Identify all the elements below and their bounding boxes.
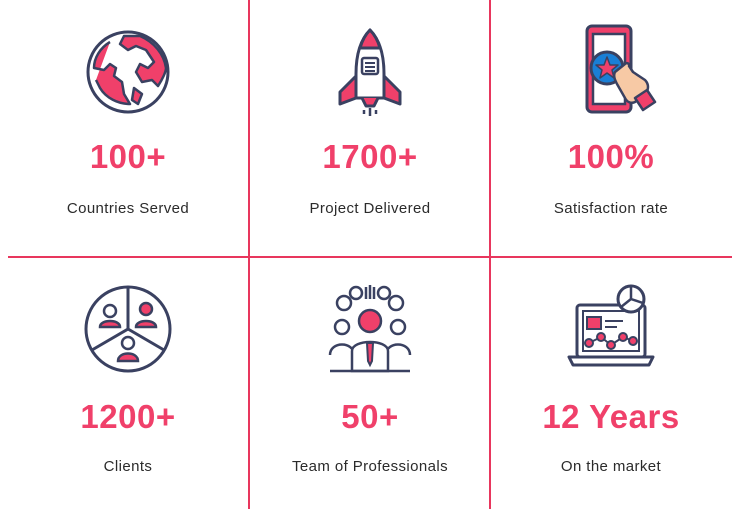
clients-icon xyxy=(80,281,176,377)
stat-card-market: 12 Years On the market xyxy=(491,0,731,509)
stat-label: Countries Served xyxy=(66,200,190,217)
stat-label: On the market xyxy=(560,458,662,475)
stat-card-projects: 1700+ Project Delivered xyxy=(250,0,490,250)
stat-card-countries: 100+ Countries Served xyxy=(8,0,248,250)
stat-value: 1700+ xyxy=(322,138,418,175)
stat-value: 50+ xyxy=(341,398,399,435)
stat-label: Clients xyxy=(103,458,153,475)
stat-value: 1200+ xyxy=(80,398,176,435)
globe-icon xyxy=(80,24,176,120)
analytics-laptop-icon xyxy=(563,281,659,377)
stat-value: 100% xyxy=(567,138,655,175)
team-icon xyxy=(322,281,418,377)
stat-label: Satisfaction rate xyxy=(553,200,669,217)
rocket-icon xyxy=(322,24,418,120)
stat-label: Project Delivered xyxy=(309,200,431,217)
stat-card-satisfaction: 100% Satisfaction rate xyxy=(491,0,731,250)
grid-divider-horizontal xyxy=(8,256,732,258)
grid-divider-vertical xyxy=(248,0,250,509)
stat-value: 12 Years xyxy=(542,398,680,435)
grid-divider-vertical xyxy=(489,0,491,509)
stat-label: Team of Professionals xyxy=(292,458,448,475)
smartphone-rating-icon xyxy=(563,24,659,120)
stat-card-team: 50+ Team of Professionals xyxy=(250,0,490,509)
stat-value: 100+ xyxy=(89,138,167,175)
stat-card-clients: 1200+ Clients xyxy=(8,0,248,509)
